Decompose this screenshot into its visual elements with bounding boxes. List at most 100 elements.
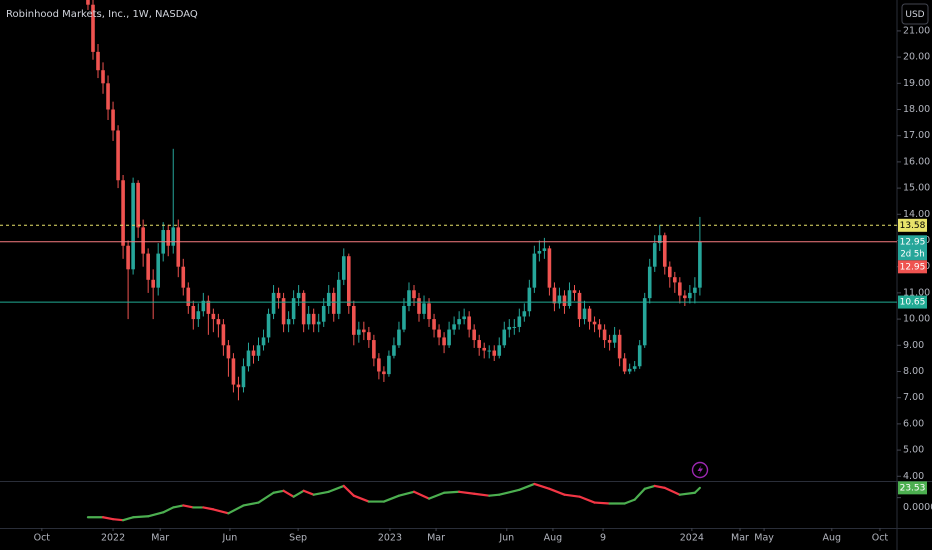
candle-body [171, 227, 176, 246]
candle-body [607, 340, 612, 343]
price-label-box [898, 260, 927, 274]
x-tick-label: Jun [221, 533, 237, 544]
indicator-segment [427, 491, 446, 500]
indicator-segment [633, 487, 646, 501]
candle-body [582, 308, 587, 320]
candle-body [502, 329, 507, 346]
y-tick-label: 4.00 [903, 471, 924, 482]
indicator-segment [563, 493, 581, 498]
candle-body [447, 329, 451, 346]
candle-body [662, 235, 667, 267]
indicator-segment [498, 488, 521, 496]
candle-body [673, 277, 677, 283]
candle-body [151, 279, 155, 288]
indicator-segment [302, 489, 315, 496]
candle-body [211, 313, 216, 320]
candle-body [166, 230, 171, 246]
indicator-segment [397, 490, 416, 497]
y-tick-label: 19.00 [903, 78, 930, 89]
candle-body [116, 130, 120, 181]
y-tick-label: 18.00 [903, 104, 930, 115]
x-tick-label: 2024 [680, 533, 704, 544]
candle-body [387, 355, 391, 375]
candle-body [462, 316, 466, 320]
candle-body [266, 313, 271, 338]
candle-body [296, 292, 301, 299]
candle-body [357, 329, 361, 335]
candle-body [622, 358, 627, 372]
indicator-pane [86, 482, 701, 522]
candle-body [417, 298, 421, 314]
candle-body [497, 345, 502, 356]
candle-body [382, 371, 386, 375]
price-label: 12.95 [900, 262, 926, 272]
candle-body [437, 329, 441, 338]
candle-body [86, 0, 90, 5]
candle-body [407, 290, 411, 306]
indicator-segment [111, 518, 125, 522]
y-tick-label: 6.00 [903, 418, 924, 429]
candle-body [131, 182, 135, 270]
x-tick-label: Mar [151, 533, 169, 544]
y-tick-label: 14.00 [903, 209, 930, 220]
candle-body [286, 319, 291, 325]
candle-body [577, 292, 582, 320]
candle-body [472, 329, 476, 341]
candle-body [517, 316, 522, 327]
x-tick-label: Mar [427, 533, 445, 544]
candle-body [321, 305, 326, 322]
x-tick-label: Oct [872, 533, 889, 544]
candle-body [377, 358, 381, 372]
candle-body [196, 311, 201, 320]
currency-label[interactable]: USD [905, 10, 924, 20]
candle-body [136, 182, 140, 228]
indicator-segment [282, 489, 295, 498]
indicator-segment [382, 494, 401, 503]
candle-body [632, 366, 637, 369]
candle-body [186, 287, 191, 306]
candle-body [106, 83, 110, 110]
candle-body [527, 287, 532, 312]
indicator-segment [593, 501, 611, 505]
indicator-segment [227, 504, 245, 515]
candle-body [96, 51, 100, 71]
price-pane [0, 0, 897, 401]
candle-body [261, 337, 266, 346]
candle-body [301, 292, 306, 325]
indicator-segment [182, 504, 195, 509]
candle-body [316, 321, 321, 325]
indicator-segment [162, 506, 175, 514]
indicator-segment [342, 484, 355, 497]
alert-icon-ring[interactable] [691, 461, 709, 479]
indicator-segment [147, 511, 165, 518]
candle-body [562, 295, 567, 306]
candle-body [191, 305, 196, 320]
candle-body [612, 334, 617, 343]
candle-body [452, 324, 456, 330]
y-tick-label: 21.00 [903, 25, 930, 36]
x-tick-label: Aug [544, 533, 563, 544]
candle-body [246, 350, 251, 367]
indicator-label: 23.53 [900, 483, 926, 493]
alert-icon[interactable] [691, 461, 709, 479]
candle-body [206, 300, 211, 314]
candle-body [532, 253, 537, 288]
y-tick-label: 11.00 [903, 287, 930, 298]
indicator-segment [442, 490, 461, 494]
candle-body [537, 250, 542, 254]
candle-body [678, 282, 682, 296]
candle-body [362, 329, 366, 333]
candle-body [637, 345, 642, 367]
candle-body [572, 290, 577, 293]
price-label: 12.95 [900, 237, 926, 247]
candle-body [642, 298, 647, 346]
candle-body [326, 292, 331, 306]
candle-body [567, 290, 572, 306]
candle-body [597, 324, 602, 330]
indicator-segment [473, 492, 491, 497]
alert-icon-bolt[interactable] [697, 465, 704, 475]
y-tick-label: 5.00 [903, 445, 924, 456]
price-label: 13.58 [900, 221, 926, 231]
currency-button[interactable] [901, 3, 929, 25]
